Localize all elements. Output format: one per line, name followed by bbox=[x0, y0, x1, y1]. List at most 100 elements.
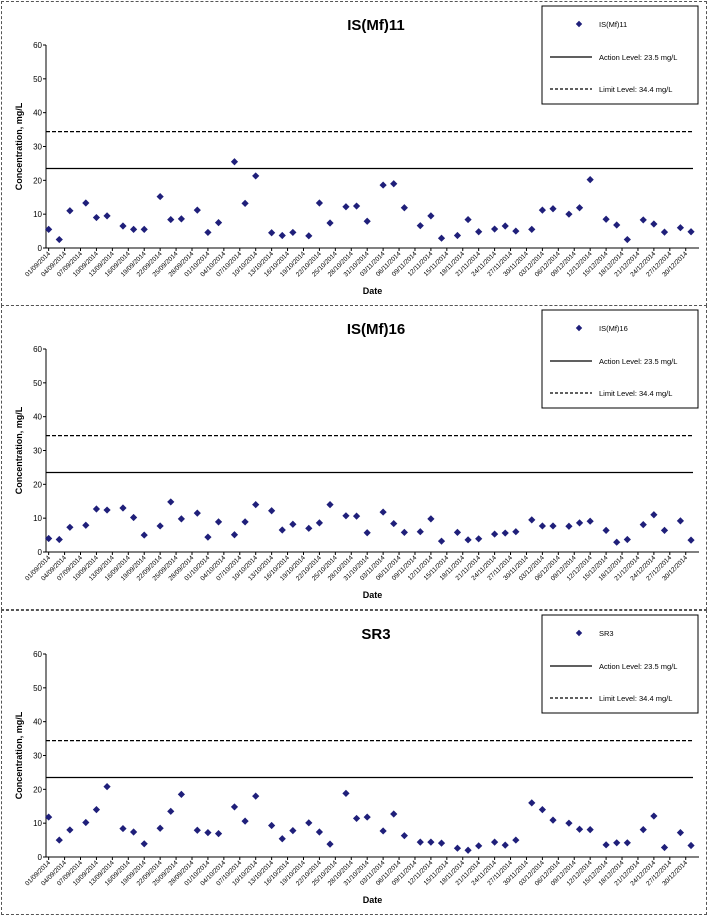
y-tick-label: 40 bbox=[33, 413, 42, 422]
data-point bbox=[268, 821, 276, 830]
data-point bbox=[549, 816, 557, 824]
data-point bbox=[342, 512, 350, 520]
data-point bbox=[92, 505, 101, 513]
data-point bbox=[214, 830, 223, 838]
y-tick-label: 0 bbox=[38, 244, 43, 253]
x-axis-title: Date bbox=[363, 895, 383, 905]
data-point bbox=[676, 517, 685, 525]
data-point bbox=[639, 825, 647, 834]
data-point bbox=[156, 522, 164, 530]
data-point bbox=[193, 826, 201, 834]
data-point bbox=[129, 828, 138, 836]
data-point bbox=[390, 180, 398, 188]
data-point bbox=[416, 838, 424, 846]
data-point bbox=[437, 234, 446, 242]
data-point bbox=[289, 228, 297, 237]
data-point bbox=[363, 529, 371, 537]
y-tick-label: 20 bbox=[33, 480, 42, 489]
data-point bbox=[252, 501, 260, 509]
data-point bbox=[528, 225, 536, 233]
y-tick-label: 40 bbox=[33, 109, 42, 118]
data-point bbox=[586, 176, 594, 184]
data-point bbox=[66, 826, 74, 834]
data-point bbox=[613, 538, 621, 546]
chart-title: SR3 bbox=[361, 626, 390, 643]
data-point bbox=[45, 813, 53, 821]
data-point bbox=[193, 206, 201, 214]
data-point bbox=[676, 829, 685, 837]
y-tick-label: 30 bbox=[33, 752, 42, 761]
data-point bbox=[379, 181, 387, 189]
data-point bbox=[363, 813, 371, 821]
data-point bbox=[230, 803, 239, 811]
data-point bbox=[140, 840, 148, 848]
legend-box bbox=[541, 5, 699, 105]
data-point bbox=[204, 533, 212, 541]
y-tick-label: 20 bbox=[33, 785, 42, 794]
data-point bbox=[241, 817, 249, 825]
data-point bbox=[660, 843, 669, 852]
x-axis-title: Date bbox=[363, 286, 383, 296]
data-point bbox=[538, 522, 546, 530]
data-point bbox=[289, 520, 297, 528]
legend-marker-diamond bbox=[575, 629, 583, 637]
data-point bbox=[676, 224, 685, 232]
data-point bbox=[119, 824, 127, 833]
data-point bbox=[400, 832, 408, 840]
data-point bbox=[501, 222, 509, 230]
data-point bbox=[177, 790, 185, 799]
data-point bbox=[119, 504, 127, 512]
legend-box bbox=[541, 309, 699, 409]
data-point bbox=[241, 199, 249, 207]
data-point bbox=[613, 221, 621, 229]
data-point bbox=[660, 526, 669, 534]
chart-svg-2: IS(Mf)16 0 10 20 30 40 50 60 Concentration, mg/L… bbox=[14, 309, 699, 600]
data-point bbox=[687, 841, 695, 850]
y-tick-label: 30 bbox=[33, 447, 42, 456]
data-point bbox=[565, 210, 573, 218]
data-point bbox=[326, 840, 334, 848]
data-point bbox=[326, 219, 334, 227]
data-point bbox=[103, 783, 111, 791]
data-point bbox=[363, 217, 371, 225]
data-point bbox=[475, 228, 483, 236]
y-tick-label: 60 bbox=[33, 345, 42, 354]
data-point bbox=[602, 215, 610, 223]
data-point bbox=[639, 216, 647, 224]
data-point bbox=[549, 205, 557, 213]
data-point bbox=[241, 518, 249, 526]
y-tick-label: 60 bbox=[33, 41, 42, 50]
data-point bbox=[177, 215, 185, 223]
data-point bbox=[119, 222, 127, 230]
chart-panel-2: IS(Mf)16 0 10 20 30 40 50 60 Concentration, mg/L… bbox=[1, 305, 707, 610]
legend-label: IS(Mf)11 bbox=[599, 20, 627, 29]
data-point bbox=[650, 511, 658, 519]
data-point bbox=[390, 810, 398, 818]
data-point bbox=[315, 519, 324, 527]
data-point bbox=[453, 231, 462, 240]
data-point bbox=[400, 528, 408, 536]
data-point bbox=[491, 225, 499, 233]
data-point bbox=[565, 522, 573, 530]
legend-marker-diamond bbox=[575, 324, 583, 332]
data-point bbox=[129, 225, 138, 233]
chart-title: IS(Mf)16 bbox=[347, 321, 405, 338]
data-point bbox=[214, 219, 223, 227]
data-point bbox=[475, 842, 483, 850]
chart-svg-1: IS(Mf)11 0 10 20 30 40 50 60 Concentration, mg/L… bbox=[14, 5, 699, 296]
data-point bbox=[156, 824, 164, 832]
data-point bbox=[140, 531, 148, 539]
data-point bbox=[45, 534, 53, 543]
data-point bbox=[103, 506, 111, 514]
data-point bbox=[623, 839, 631, 847]
y-tick-label: 50 bbox=[33, 379, 42, 388]
data-point bbox=[512, 528, 520, 536]
data-point bbox=[491, 838, 499, 846]
y-tick-label: 50 bbox=[33, 684, 42, 693]
y-tick-label: 20 bbox=[33, 176, 42, 185]
data-point bbox=[427, 515, 435, 523]
data-point bbox=[687, 536, 695, 544]
legend-box bbox=[541, 614, 699, 714]
data-point bbox=[268, 229, 276, 237]
